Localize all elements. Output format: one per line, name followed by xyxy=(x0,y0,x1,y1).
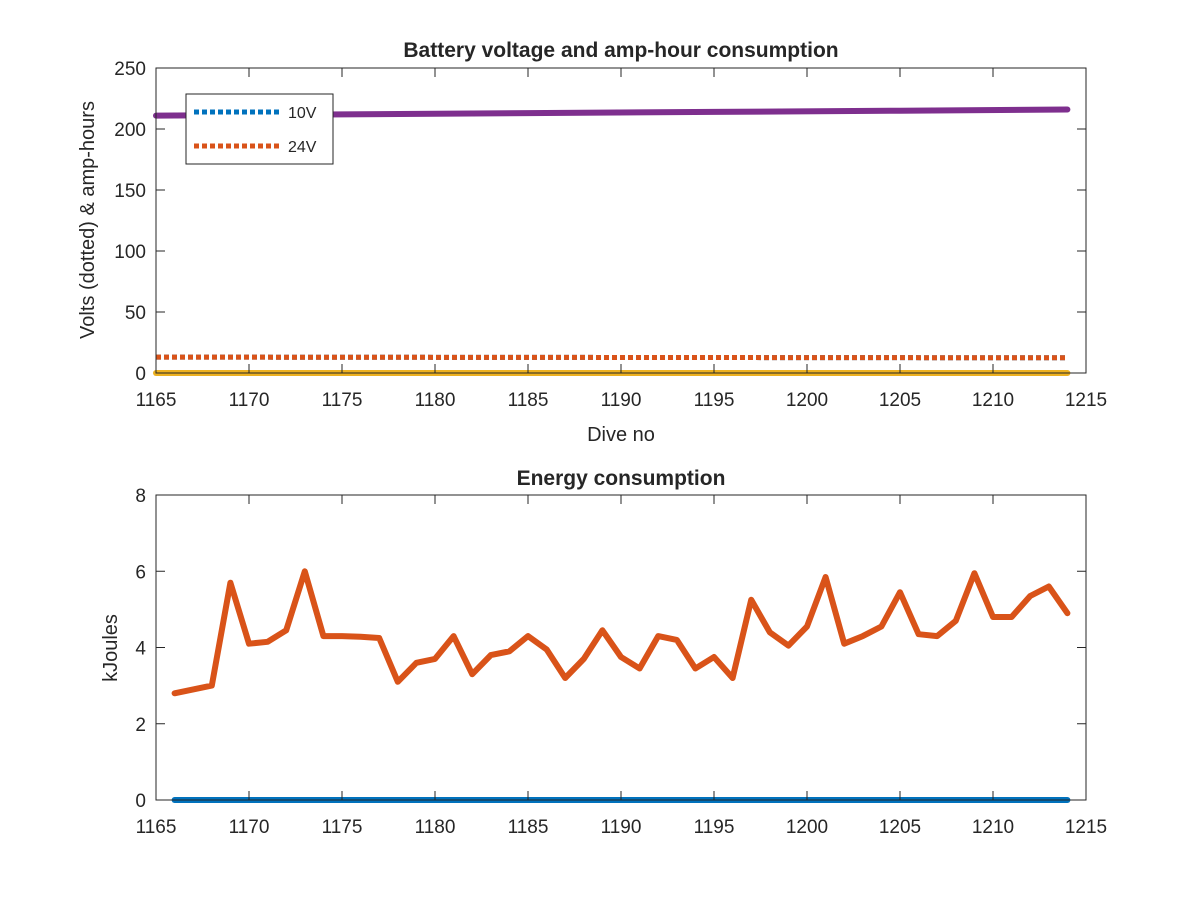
energy-x-tick-label: 1205 xyxy=(879,817,921,838)
voltage-y-tick-label: 100 xyxy=(114,242,146,263)
energy-tick-labels: 1165 1170 1175 1180 1185 1190 1195 1200 1205 1210… xyxy=(135,486,1107,838)
voltage-x-tick-label: 1180 xyxy=(415,390,456,411)
voltage-x-tick-label: 1200 xyxy=(786,390,828,411)
energy-y-tick-label: 2 xyxy=(135,715,146,736)
voltage-y-tick-label: 150 xyxy=(114,181,146,202)
voltage-axes-frame xyxy=(155,67,1087,374)
energy-x-tick-label: 1175 xyxy=(322,817,363,838)
voltage-y-tick-label: 0 xyxy=(135,364,146,385)
legend-box xyxy=(185,93,334,165)
energy-y-tick-label: 6 xyxy=(135,562,146,583)
voltage-x-axis-label: Dive no xyxy=(587,424,655,446)
energy-x-tick-label: 1185 xyxy=(508,817,549,838)
voltage-axes: Battery voltage and amp-hour consumption… xyxy=(77,39,1107,446)
voltage-y-tick-label: 250 xyxy=(114,59,146,80)
energy-y-axis-label: kJoules xyxy=(100,614,122,682)
energy-x-tick-label: 1200 xyxy=(786,817,828,838)
voltage-y-tick-label: 200 xyxy=(114,120,146,141)
energy-series-1-line xyxy=(171,568,1071,697)
voltage-x-tick-label: 1210 xyxy=(972,390,1014,411)
voltage-chart-title: Battery voltage and amp-hour consumption xyxy=(403,39,838,62)
energy-y-tick-label: 8 xyxy=(135,486,146,507)
voltage-x-tick-label: 1165 xyxy=(136,390,177,411)
voltage-y-tick-label: 50 xyxy=(125,303,146,324)
legend-label-24v: 24V xyxy=(288,139,317,156)
voltage-x-tick-label: 1170 xyxy=(229,390,270,411)
energy-x-tick-label: 1210 xyxy=(972,817,1014,838)
legend-label-10v: 10V xyxy=(288,105,317,122)
energy-axes: Energy consumption kJoules 1165 1170 1175 1… xyxy=(100,467,1107,838)
energy-x-tick-label: 1180 xyxy=(415,817,456,838)
energy-x-tick-label: 1170 xyxy=(229,817,270,838)
voltage-x-tick-label: 1215 xyxy=(1065,390,1107,411)
energy-y-tick-label: 0 xyxy=(135,791,146,812)
energy-x-tick-label: 1195 xyxy=(694,817,735,838)
voltage-x-tick-label: 1175 xyxy=(322,390,363,411)
voltage-tick-labels: 1165 1170 1175 1180 1185 1190 1195 1200 1205 1210… xyxy=(114,59,1107,411)
voltage-x-tick-label: 1185 xyxy=(508,390,549,411)
energy-chart-title: Energy consumption xyxy=(517,467,726,490)
voltage-legend[interactable]: 10V 24V xyxy=(185,93,334,165)
energy-x-tick-label: 1215 xyxy=(1065,817,1107,838)
voltage-x-tick-label: 1205 xyxy=(879,390,921,411)
voltage-y-axis-label: Volts (dotted) & amp-hours xyxy=(77,101,99,339)
energy-axes-frame xyxy=(155,494,1087,801)
voltage-x-tick-label: 1195 xyxy=(694,390,735,411)
energy-y-tick-label: 4 xyxy=(135,639,146,660)
energy-x-tick-label: 1190 xyxy=(601,817,642,838)
voltage-x-tick-label: 1190 xyxy=(601,390,642,411)
energy-x-tick-label: 1165 xyxy=(136,817,177,838)
